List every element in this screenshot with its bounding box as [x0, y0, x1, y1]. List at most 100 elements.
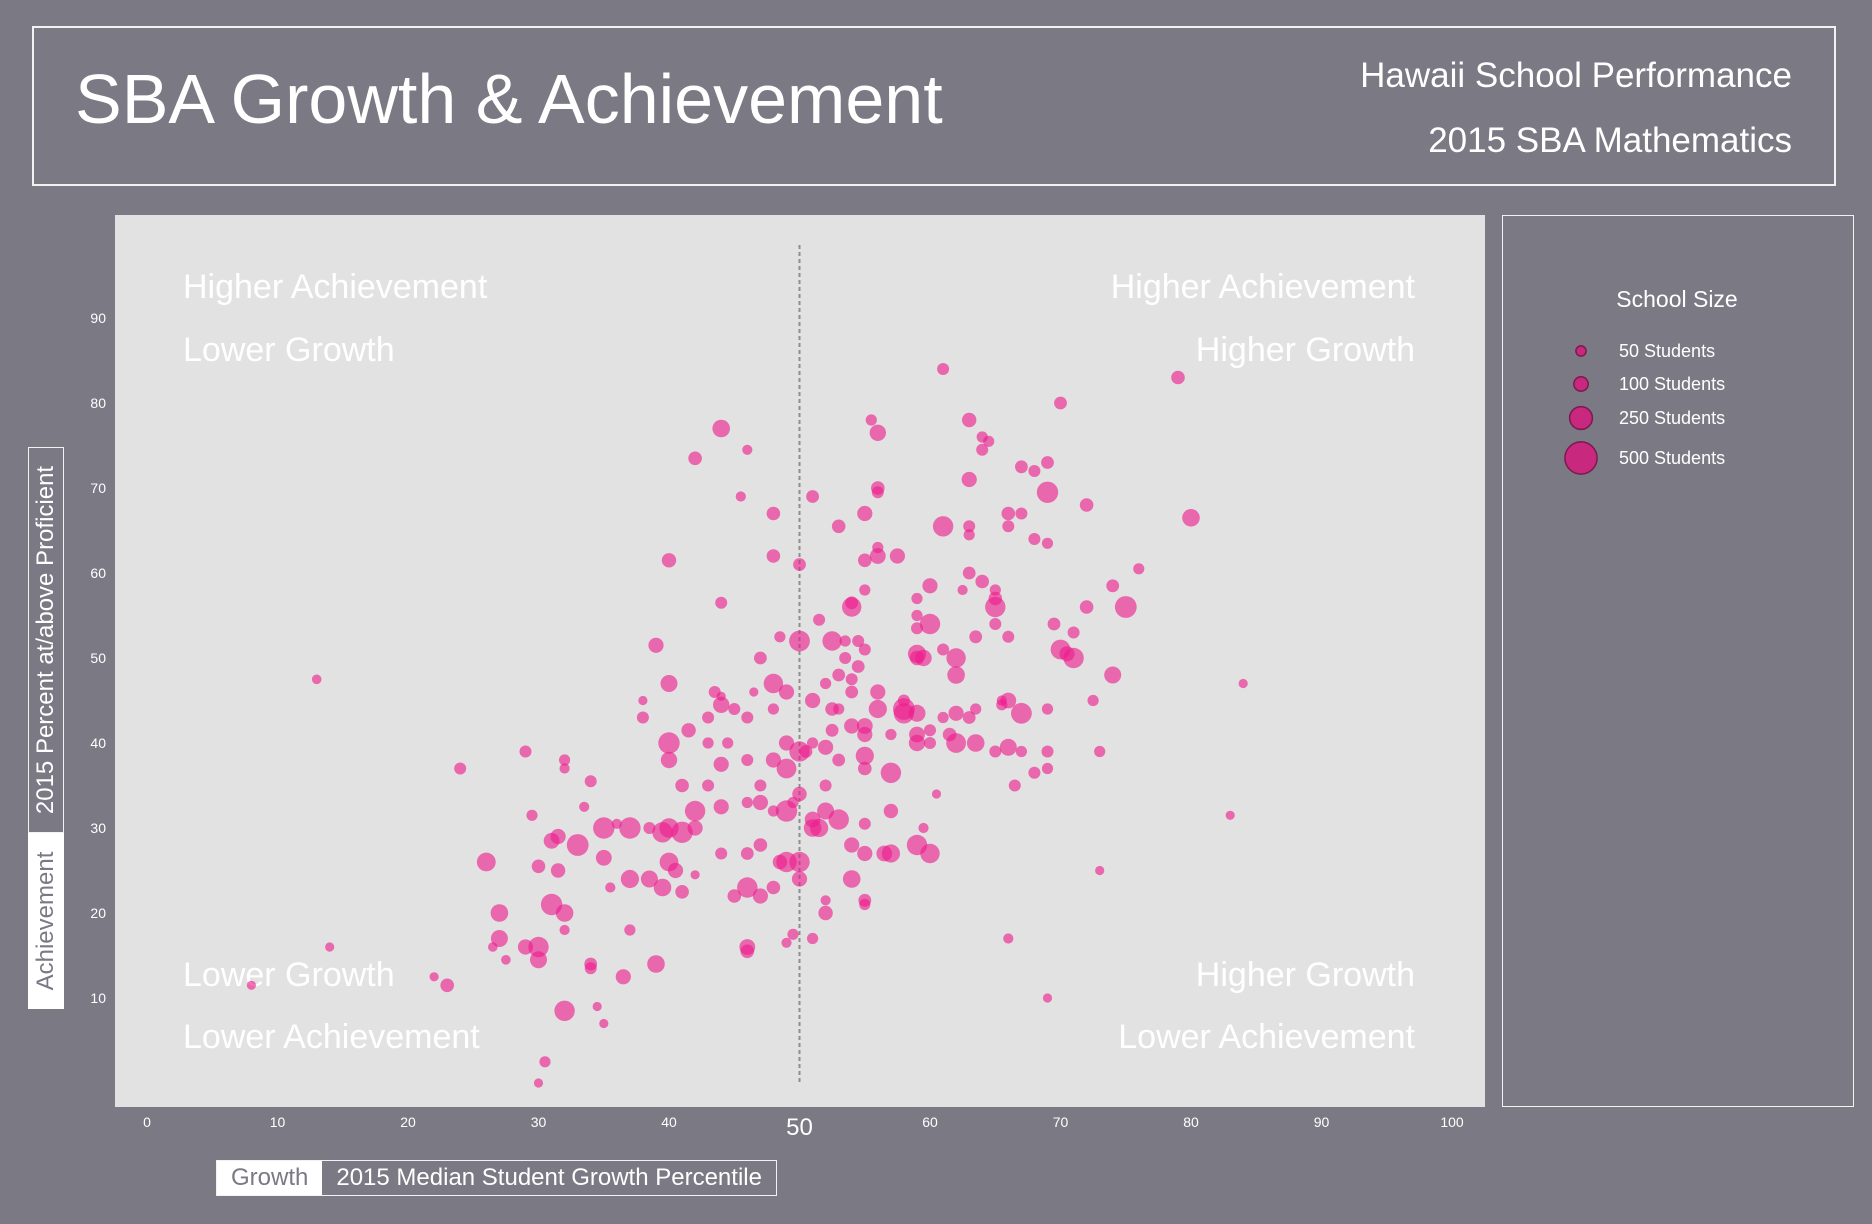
- school-bubble[interactable]: [1225, 810, 1235, 820]
- school-bubble[interactable]: [737, 877, 758, 898]
- school-bubble[interactable]: [961, 471, 977, 488]
- school-bubble[interactable]: [624, 924, 636, 936]
- school-bubble[interactable]: [1042, 993, 1053, 1003]
- school-bubble[interactable]: [778, 684, 795, 700]
- school-bubble[interactable]: [1063, 647, 1084, 669]
- school-bubble[interactable]: [566, 834, 589, 856]
- school-bubble[interactable]: [595, 849, 612, 866]
- school-bubble[interactable]: [893, 703, 915, 724]
- school-bubble[interactable]: [983, 435, 995, 447]
- school-bubble[interactable]: [1036, 481, 1059, 503]
- school-bubble[interactable]: [920, 843, 940, 864]
- school-bubble[interactable]: [681, 723, 696, 738]
- school-bubble[interactable]: [1028, 766, 1041, 779]
- school-bubble[interactable]: [868, 699, 887, 719]
- school-bubble[interactable]: [712, 419, 730, 438]
- school-bubble[interactable]: [937, 363, 950, 375]
- school-bubble[interactable]: [592, 1001, 602, 1012]
- school-bubble[interactable]: [1002, 520, 1015, 533]
- school-bubble[interactable]: [550, 828, 566, 845]
- school-bubble[interactable]: [593, 817, 615, 839]
- school-bubble[interactable]: [713, 799, 729, 815]
- school-bubble[interactable]: [476, 852, 496, 872]
- school-bubble[interactable]: [976, 443, 989, 456]
- school-bubble[interactable]: [671, 821, 693, 843]
- school-bubble[interactable]: [842, 870, 861, 888]
- school-bubble[interactable]: [753, 838, 768, 852]
- school-bubble[interactable]: [918, 822, 929, 834]
- school-bubble[interactable]: [246, 980, 256, 990]
- school-bubble[interactable]: [859, 584, 871, 596]
- school-bubble[interactable]: [559, 754, 571, 766]
- school-bubble[interactable]: [845, 685, 859, 699]
- school-bubble[interactable]: [1171, 370, 1185, 385]
- school-bubble[interactable]: [675, 885, 689, 899]
- school-bubble[interactable]: [1094, 745, 1106, 758]
- school-bubble[interactable]: [752, 888, 769, 904]
- school-bubble[interactable]: [615, 969, 631, 985]
- school-bubble[interactable]: [620, 869, 639, 889]
- school-bubble[interactable]: [528, 936, 549, 958]
- school-bubble[interactable]: [963, 520, 976, 533]
- school-bubble[interactable]: [872, 541, 884, 554]
- school-bubble[interactable]: [519, 745, 532, 758]
- school-bubble[interactable]: [858, 643, 871, 656]
- school-bubble[interactable]: [820, 895, 831, 906]
- school-bubble[interactable]: [740, 847, 754, 860]
- school-bubble[interactable]: [881, 844, 901, 863]
- school-bubble[interactable]: [839, 635, 851, 647]
- school-bubble[interactable]: [818, 905, 833, 921]
- school-bubble[interactable]: [975, 574, 989, 589]
- school-bubble[interactable]: [919, 613, 941, 635]
- school-bubble[interactable]: [454, 762, 467, 775]
- school-bubble[interactable]: [675, 778, 689, 793]
- school-bubble[interactable]: [858, 761, 872, 776]
- school-bubble[interactable]: [702, 711, 715, 724]
- school-bubble[interactable]: [1079, 498, 1094, 512]
- school-bubble[interactable]: [429, 972, 439, 982]
- school-bubble[interactable]: [1015, 507, 1028, 520]
- school-bubble[interactable]: [1041, 456, 1054, 469]
- school-bubble[interactable]: [911, 609, 923, 622]
- school-bubble[interactable]: [1041, 537, 1054, 549]
- school-bubble[interactable]: [778, 735, 795, 751]
- school-bubble[interactable]: [857, 726, 873, 743]
- school-bubble[interactable]: [1015, 460, 1028, 474]
- school-bubble[interactable]: [793, 558, 806, 571]
- school-bubble[interactable]: [855, 746, 874, 765]
- school-bubble[interactable]: [820, 677, 832, 690]
- school-bubble[interactable]: [852, 635, 865, 647]
- school-bubble[interactable]: [1133, 563, 1145, 575]
- school-bubble[interactable]: [728, 703, 741, 715]
- school-bubble[interactable]: [924, 737, 936, 749]
- school-bubble[interactable]: [1001, 506, 1016, 521]
- school-bubble[interactable]: [741, 711, 754, 724]
- school-bubble[interactable]: [859, 898, 871, 911]
- school-bubble[interactable]: [638, 695, 648, 706]
- school-bubble[interactable]: [807, 932, 819, 945]
- school-bubble[interactable]: [702, 779, 715, 792]
- school-bubble[interactable]: [713, 756, 729, 772]
- school-bubble[interactable]: [713, 696, 730, 713]
- school-bubble[interactable]: [915, 649, 932, 667]
- school-bubble[interactable]: [858, 817, 871, 830]
- school-bubble[interactable]: [687, 820, 703, 836]
- school-bubble[interactable]: [832, 753, 846, 767]
- school-bubble[interactable]: [999, 738, 1017, 756]
- school-bubble[interactable]: [440, 978, 455, 993]
- school-bubble[interactable]: [1106, 579, 1120, 593]
- school-bubble[interactable]: [845, 673, 858, 686]
- school-bubble[interactable]: [858, 553, 872, 568]
- school-bubble[interactable]: [1028, 533, 1041, 545]
- school-bubble[interactable]: [660, 751, 678, 769]
- school-bubble[interactable]: [962, 566, 976, 580]
- school-bubble[interactable]: [533, 1078, 544, 1088]
- school-bubble[interactable]: [647, 955, 665, 973]
- school-bubble[interactable]: [931, 789, 942, 799]
- school-bubble[interactable]: [924, 724, 936, 737]
- school-bubble[interactable]: [763, 673, 784, 694]
- school-bubble[interactable]: [1182, 509, 1200, 527]
- school-bubble[interactable]: [648, 637, 664, 653]
- school-bubble[interactable]: [1079, 600, 1094, 614]
- school-bubble[interactable]: [1104, 666, 1122, 684]
